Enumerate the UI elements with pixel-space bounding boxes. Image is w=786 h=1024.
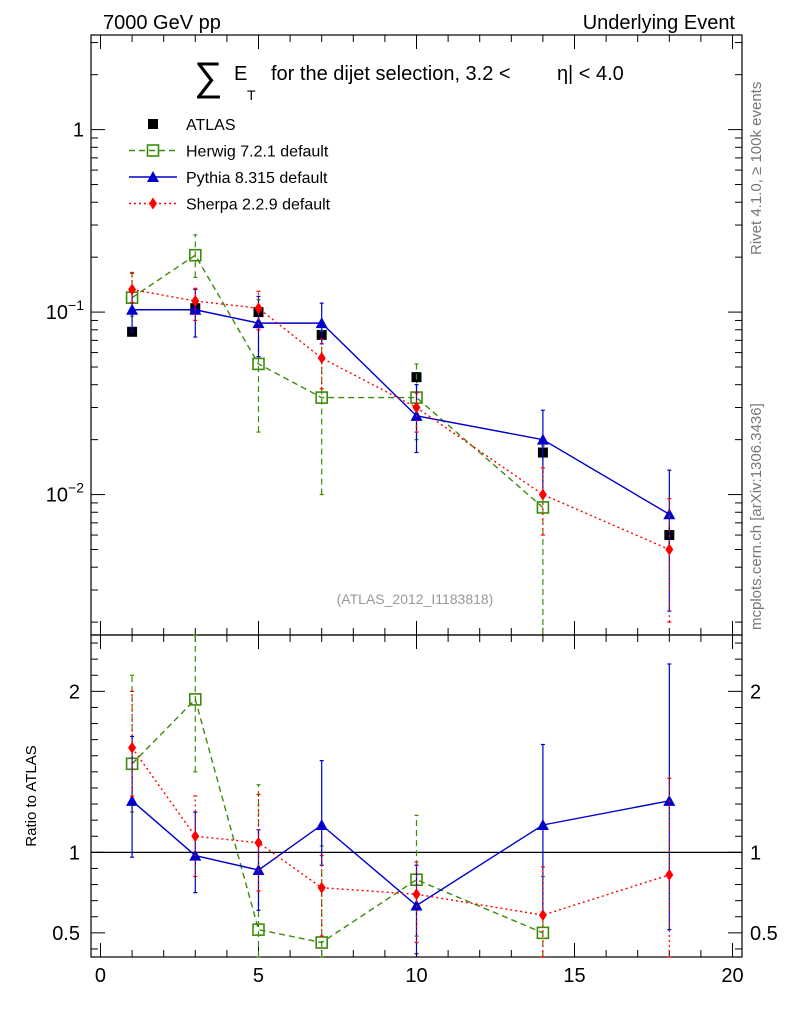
x-tick-label: 0 — [95, 965, 106, 987]
upper-pythia-8-315-default-point — [536, 433, 549, 445]
header-group: 7000 GeV pp Underlying Event — [103, 12, 735, 34]
upper-y-tick-label: 10−1 — [46, 297, 84, 324]
upper-pythia-8-315-default-point — [126, 303, 139, 315]
upper-sherpa-2-2-9-default-point — [191, 295, 200, 308]
upper-pythia-8-315-default-point — [315, 317, 328, 329]
lower-pythia-8-315-default-point — [410, 899, 423, 911]
upper-sherpa-2-2-9-default-point — [128, 283, 137, 296]
legend-label-herwig-7-2-1-default: Herwig 7.2.1 default — [186, 144, 329, 161]
side-text-group: Rivet 4.1.0, ≥ 100k events mcplots.cern.… — [748, 82, 765, 630]
lower-y-tick-label-left: 1 — [69, 842, 80, 864]
x-tick-label: 10 — [405, 965, 427, 987]
lower-y-tick-label-right: 1 — [750, 842, 761, 864]
x-tick-label: 20 — [721, 965, 743, 987]
plot-title: ∑ E T for the dijet selection, 3.2 < η |… — [194, 55, 624, 103]
x-tick-label: 5 — [253, 965, 264, 987]
lower-pythia-8-315-default-point — [126, 794, 139, 806]
lower-herwig-7-2-1-default-line — [131, 698, 544, 944]
header-right: Underlying Event — [583, 12, 736, 34]
upper-pythia-8-315-default-point — [663, 508, 676, 520]
upper-sherpa-2-2-9-default-point — [317, 352, 326, 365]
lower-sherpa-2-2-9-default-point — [665, 868, 674, 881]
legend-marker-sherpa-2-2-9-default — [149, 197, 157, 210]
side-text-mcplots: mcplots.cern.ch [arXiv:1306.3436] — [748, 403, 765, 630]
upper-sherpa-2-2-9-default-point — [538, 488, 547, 501]
title-sub: T — [247, 87, 256, 103]
lower-y-ticks: 0.5 0.5 1 1 2 2 — [52, 642, 778, 950]
lower-y-axis-label: Ratio to ATLAS — [23, 745, 40, 846]
upper-sherpa-2-2-9-default-point — [665, 543, 674, 556]
lower-y-tick-label-left: 2 — [69, 681, 80, 703]
upper-herwig-7-2-1-default-line — [131, 254, 544, 508]
legend-marker-atlas — [148, 119, 158, 129]
upper-pythia-8-315-default-point — [252, 317, 265, 329]
lower-herwig-7-2-1-default-point — [252, 923, 265, 936]
legend-label-sherpa-2-2-9-default: Sherpa 2.2.9 default — [186, 197, 331, 214]
title-var: E — [234, 63, 247, 85]
side-text-rivet: Rivet 4.1.0, ≥ 100k events — [748, 82, 765, 255]
lower-series — [125, 634, 676, 958]
legend-label-atlas: ATLAS — [186, 117, 236, 134]
lower-sherpa-2-2-9-default-line — [131, 747, 670, 916]
title-eta: η — [557, 63, 568, 85]
upper-panel: 10−2 10−1 1 ∑ E T for the dijet selection,… — [46, 34, 743, 636]
upper-herwig-7-2-1-default-point — [315, 391, 328, 404]
lower-panel: 0.5 0.5 1 1 2 2 0 5 10 15 20 Ratio to ATLAS — [23, 634, 778, 987]
upper-herwig-7-2-1-default-point — [536, 501, 550, 514]
upper-herwig-7-2-1-default-point — [188, 248, 202, 262]
lower-herwig-7-2-1-default-point — [315, 936, 328, 949]
lower-y-tick-label-right: 2 — [750, 681, 761, 703]
upper-series — [125, 234, 676, 636]
upper-pythia-8-315-default-line — [132, 309, 670, 515]
upper-sherpa-2-2-9-default-point — [412, 401, 421, 414]
legend-label-pythia-8-315-default: Pythia 8.315 default — [186, 170, 328, 187]
upper-herwig-7-2-1-default-point — [252, 357, 265, 371]
title-rest-b: | < 4.0 — [568, 63, 624, 85]
lower-herwig-7-2-1-default-point — [188, 693, 202, 706]
lower-pythia-8-315-default-point — [536, 818, 549, 830]
lower-sherpa-2-2-9-default-point — [191, 830, 200, 843]
upper-sherpa-2-2-9-default-point — [254, 302, 263, 315]
lower-herwig-7-2-1-default-point — [536, 926, 550, 940]
lower-sherpa-2-2-9-default-point — [538, 909, 547, 922]
upper-y-tick-label: 10−2 — [46, 480, 84, 507]
lower-y-tick-label-right: 0.5 — [750, 923, 778, 945]
lower-x-ticks: 0 5 10 15 20 — [95, 635, 744, 987]
legend-marker-pythia-8-315-default — [147, 171, 159, 182]
title-sum-symbol: ∑ — [194, 55, 223, 99]
x-tick-label: 15 — [563, 965, 585, 987]
upper-y-tick-label: 1 — [73, 120, 84, 142]
legend: ATLAS Herwig 7.2.1 default Pythia 8.315 de… — [129, 117, 331, 214]
analysis-label: (ATLAS_2012_I1183818) — [337, 591, 494, 607]
lower-pythia-8-315-default-point — [315, 818, 328, 830]
lower-sherpa-2-2-9-default-point — [317, 881, 326, 894]
upper-y-ticks: 10−2 10−1 1 — [46, 42, 742, 623]
title-rest-a: for the dijet selection, 3.2 < — [271, 63, 511, 85]
lower-sherpa-2-2-9-default-point — [128, 741, 137, 754]
lower-sherpa-2-2-9-default-point — [412, 888, 421, 901]
lower-pythia-8-315-default-line — [131, 800, 670, 907]
legend-marker-herwig-7-2-1-default — [146, 144, 160, 157]
lower-y-tick-label-left: 0.5 — [52, 923, 80, 945]
header-left: 7000 GeV pp — [103, 12, 221, 34]
upper-sherpa-2-2-9-default-line — [131, 288, 670, 551]
lower-sherpa-2-2-9-default-point — [254, 836, 263, 849]
